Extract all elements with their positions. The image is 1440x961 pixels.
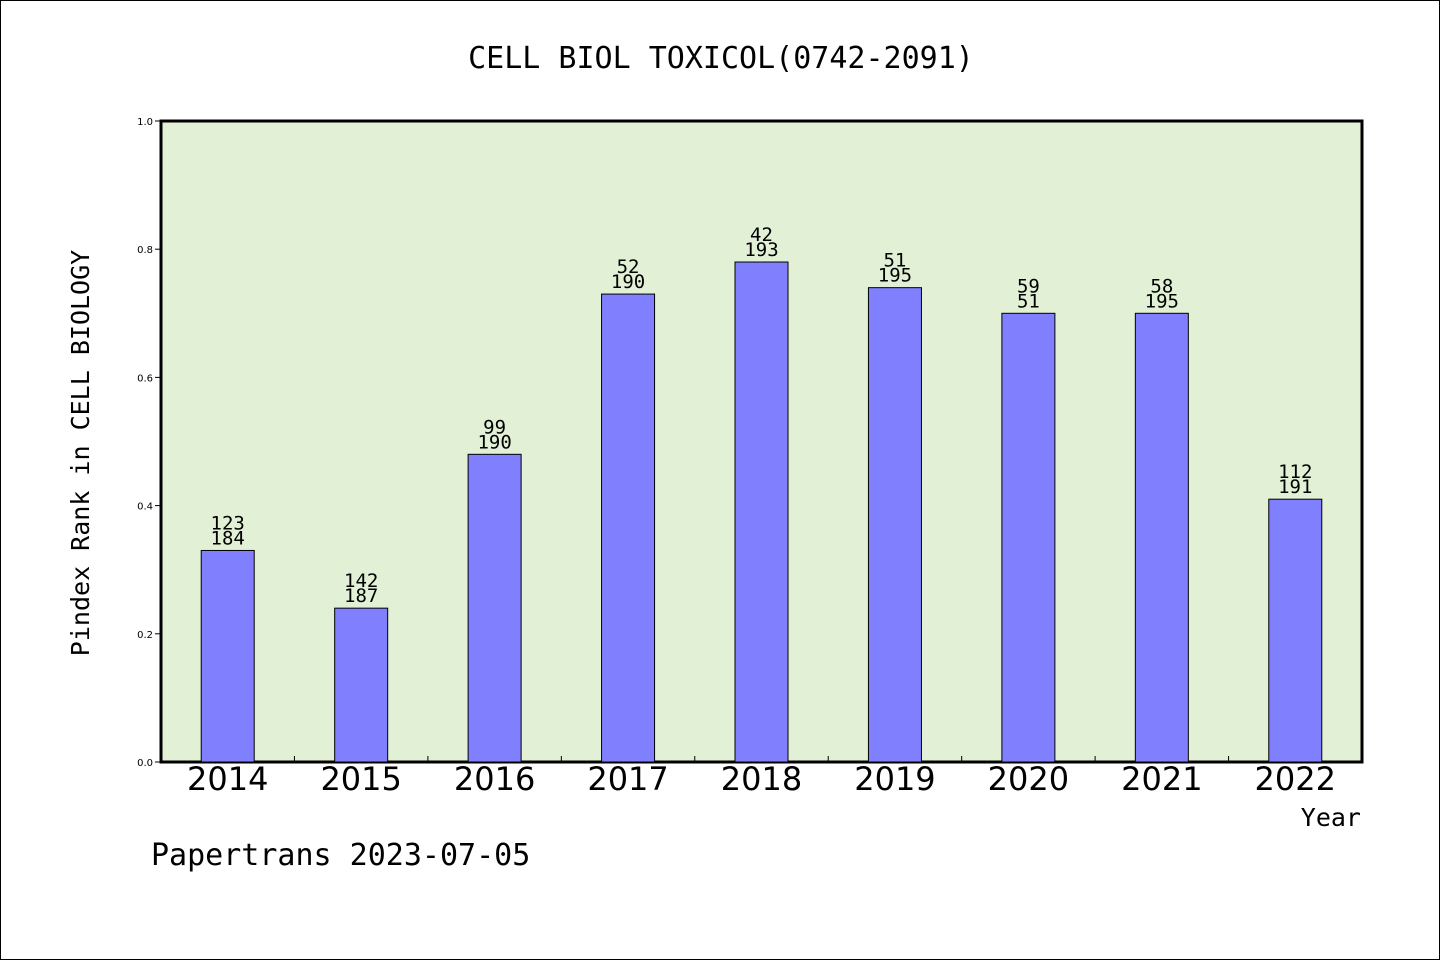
x-tick-label-2020: 2020 [988,760,1069,798]
bar-2014 [200,549,255,763]
x-axis-label: Year [1301,803,1361,832]
total-label-2018: 193 [744,239,778,261]
rank-label-2015: 142 [344,570,378,592]
x-tick-label-2022: 2022 [1255,760,1336,798]
bar-2016 [467,453,522,763]
chart-title: CELL BIOL TOXICOL(0742-2091) [468,41,974,76]
x-tick-label-2016: 2016 [454,760,535,798]
rank-label-2019: 51 [883,250,906,272]
x-tick-label-2019: 2019 [854,760,935,798]
bar-2019 [867,287,922,763]
x-axis: 2014 2015 2016 2017 2018 2019 2020 2021 2022 [187,756,1336,798]
total-label-2021: 195 [1145,290,1179,312]
y-tick-label: 1.0 [137,117,153,128]
rank-label-2020: 59 [1017,275,1040,297]
x-tick-label-2015: 2015 [320,760,401,798]
bar-2015 [334,607,389,763]
bar-2018 [734,261,789,763]
bar-2020 [1001,312,1056,763]
total-label-2017: 190 [611,271,645,293]
rank-label-2017: 52 [617,256,640,278]
y-tick-label: 0.6 [137,373,153,384]
y-axis-label: Pindex Rank in CELL BIOLOGY [66,250,95,656]
total-label-2016: 190 [477,431,511,453]
rank-label-2014: 123 [211,512,245,534]
y-tick-label: 0.2 [137,630,153,641]
x-tick-label-2017: 2017 [587,760,668,798]
x-tick-label-2014: 2014 [187,760,268,798]
rank-label-2022: 112 [1278,461,1312,483]
bar-2017 [601,293,656,763]
rank-label-2018: 42 [750,224,773,246]
x-tick-label-2021: 2021 [1121,760,1202,798]
total-label-2015: 187 [344,585,378,607]
watermark-text: Papertrans 2023-07-05 [151,838,530,873]
total-label-2020: 51 [1017,290,1040,312]
rank-label-2016: 99 [483,416,506,438]
y-axis: 0.0 0.2 0.4 0.6 0.8 1.0 [137,117,161,769]
x-tick-label-2018: 2018 [721,760,802,798]
total-label-2022: 191 [1278,476,1312,498]
total-label-2014: 184 [211,527,245,549]
y-tick-label: 0.8 [137,245,153,256]
bar-2022 [1268,498,1323,763]
rank-label-2021: 58 [1150,275,1173,297]
bar-2021 [1134,312,1189,763]
total-label-2019: 195 [878,265,912,287]
y-tick-label: 0.0 [137,758,153,769]
y-tick-label: 0.4 [137,502,153,513]
